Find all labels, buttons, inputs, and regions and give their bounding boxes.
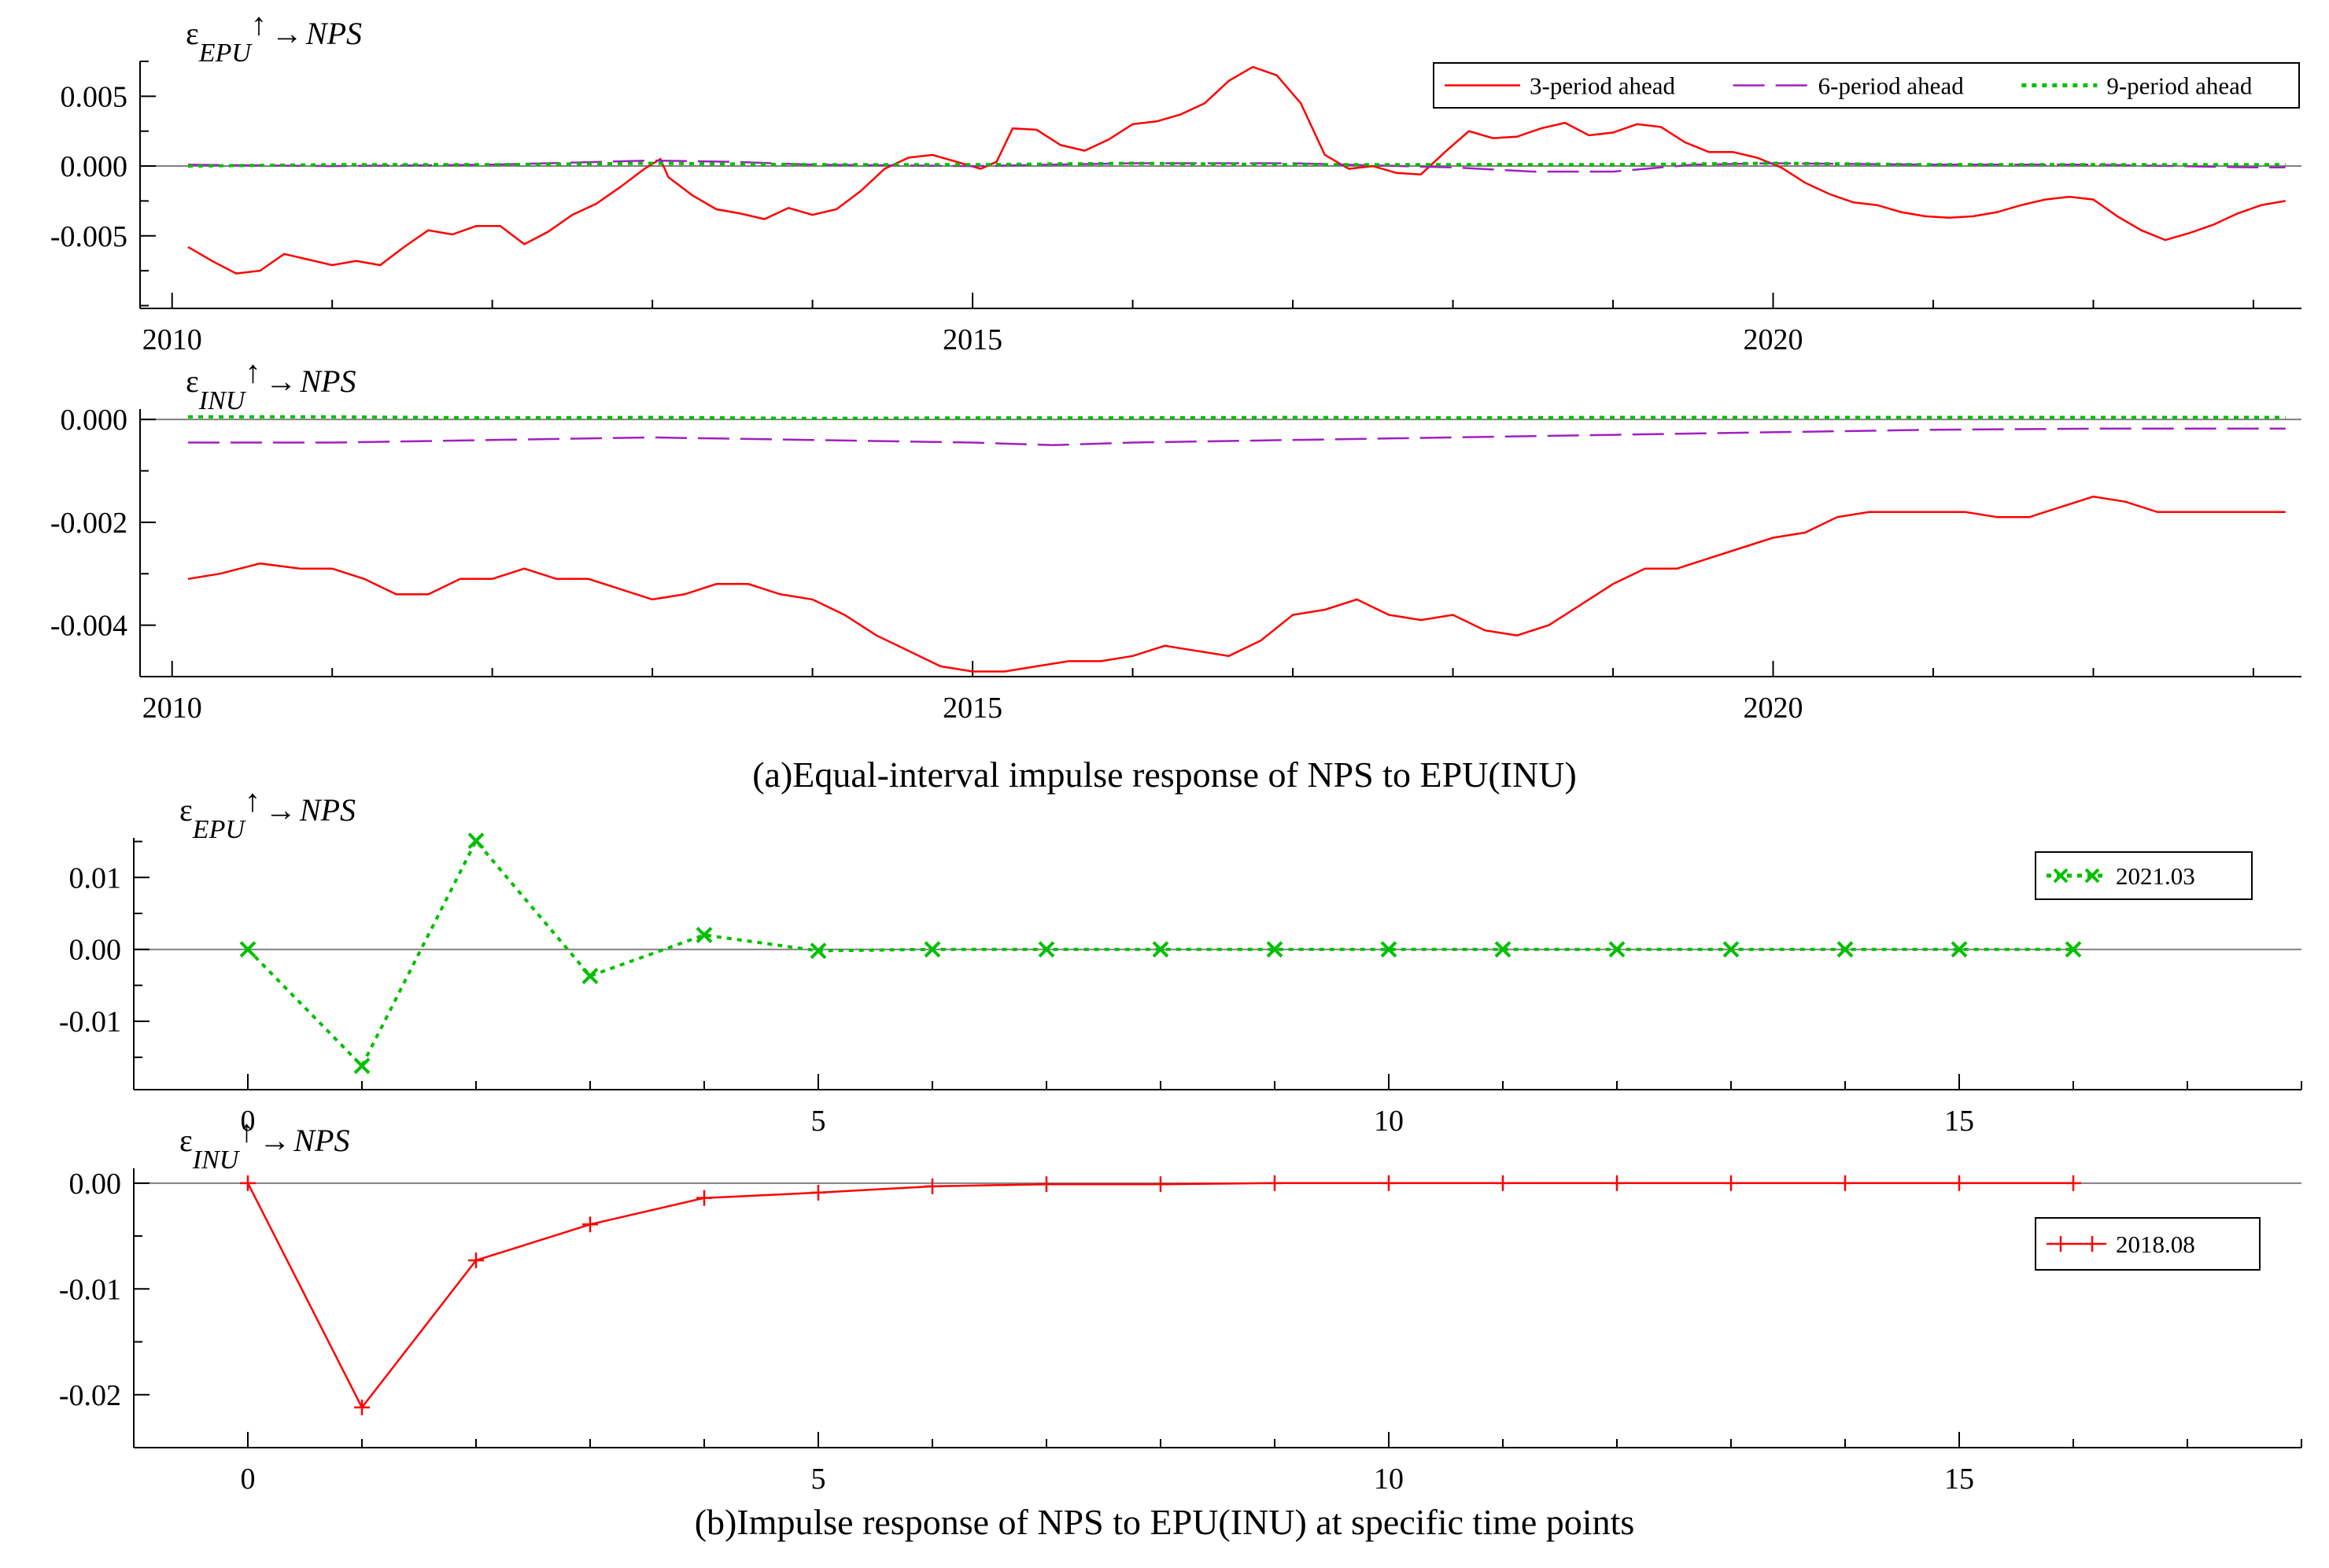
p2-marker bbox=[1836, 941, 1854, 958]
p2-marker bbox=[1038, 941, 1055, 958]
p2-marker bbox=[1608, 941, 1626, 958]
p0-x-tick-label: 2010 bbox=[142, 323, 202, 356]
p2-panel-title: εEPU↑ → NPS bbox=[179, 783, 356, 844]
p3-x-tick-label: 10 bbox=[1374, 1463, 1404, 1496]
panel-b-top-epu: 0 5 10 15 0.01 0.00 -0.01 εEPU↑ → NPS 2021.03 bbox=[59, 783, 2302, 1138]
p3-marker bbox=[2065, 1175, 2081, 1191]
p2-marker bbox=[581, 968, 599, 984]
p3-marker bbox=[1495, 1175, 1511, 1191]
p3-y-tick-label: 0.00 bbox=[69, 1168, 122, 1201]
p0-series-9-period-ahead bbox=[187, 161, 2286, 168]
p1-series-6-period-ahead bbox=[188, 427, 2286, 447]
p2-marker bbox=[1951, 941, 1968, 958]
p2-x-tick-label: 10 bbox=[1374, 1105, 1404, 1138]
p3-marker bbox=[925, 1178, 940, 1194]
p2-y-tick-label: -0.01 bbox=[59, 1005, 121, 1039]
p3-marker bbox=[696, 1190, 712, 1206]
p0-legend-label: 6-period ahead bbox=[1818, 72, 1965, 100]
p1-panel-title: εINU↑ → NPS bbox=[186, 354, 356, 415]
p0-series-3-period-ahead bbox=[187, 65, 2286, 275]
p1-y-tick-label: -0.004 bbox=[50, 610, 127, 643]
p0-legend: 3-period ahead 6-period ahead 9-period ahe… bbox=[1433, 62, 2300, 109]
p1-y-tick-label: -0.002 bbox=[50, 507, 127, 540]
p3-legend: 2018.08 bbox=[2035, 1217, 2261, 1271]
p2-marker bbox=[353, 1057, 371, 1075]
p2-y-tick-label: 0.01 bbox=[69, 861, 122, 895]
p3-marker bbox=[1837, 1175, 1853, 1191]
p0-panel-title: εEPU↑ → NPS bbox=[186, 6, 362, 68]
p0-x-tick-label: 2020 bbox=[1744, 323, 1803, 356]
p3-x-tick-label: 0 bbox=[241, 1463, 256, 1496]
p3-series-2018-08 bbox=[246, 1182, 2073, 1410]
p3-y-tick-label: -0.02 bbox=[59, 1379, 121, 1412]
p3-legend-label: 2018.08 bbox=[2116, 1230, 2195, 1258]
p3-panel-title: εINU↑ → NPS bbox=[179, 1113, 349, 1175]
p3-x-tick-label: 15 bbox=[1944, 1463, 1974, 1496]
p2-marker bbox=[924, 941, 941, 958]
p2-marker bbox=[239, 941, 257, 958]
p3-y-tick-label: -0.01 bbox=[59, 1273, 121, 1306]
p2-x-tick-label: 15 bbox=[1944, 1105, 1974, 1138]
p3-marker bbox=[1381, 1175, 1397, 1191]
panel-a-bottom-inu: 2010 2015 2020 0.000 -0.002 -0.004 εINU↑ → NPS bbox=[50, 354, 2301, 725]
p3-marker bbox=[1723, 1175, 1739, 1191]
p0-y-tick-label: 0.005 bbox=[61, 80, 128, 113]
p1-x-tick-label: 2010 bbox=[142, 692, 202, 725]
p0-y-tick-label: -0.005 bbox=[50, 220, 127, 253]
p0-legend-label: 3-period ahead bbox=[1530, 72, 1676, 100]
p2-x-tick-label: 5 bbox=[811, 1105, 826, 1138]
p2-marker bbox=[810, 943, 827, 959]
panel-a-top-epu: 2010 2015 2020 0.005 0.000 -0.005 εEPU↑ → NPS 3-p… bbox=[50, 6, 2301, 356]
p3-marker bbox=[810, 1184, 826, 1201]
p2-y-tick-label: 0.00 bbox=[69, 934, 122, 967]
p2-legend: 2021.03 bbox=[2035, 851, 2253, 900]
panel-b-bottom-inu: 0 5 10 15 0.00 -0.01 -0.02 εINU↑ → NPS 2018.08 bbox=[59, 1113, 2302, 1496]
p2-marker bbox=[1722, 941, 1740, 958]
p1-y-tick-label: 0.000 bbox=[61, 404, 128, 437]
p3-x-tick-label: 5 bbox=[811, 1463, 826, 1496]
p2-series-2021-03 bbox=[246, 838, 2073, 1069]
p3-marker bbox=[1153, 1176, 1168, 1193]
p1-series-9-period-ahead bbox=[188, 415, 2286, 420]
p3-marker bbox=[354, 1399, 370, 1415]
caption-b: (b)Impulse response of NPS to EPU(INU) a… bbox=[695, 1502, 1635, 1542]
p2-x-tick-label: 0 bbox=[241, 1105, 256, 1138]
p2-marker bbox=[1266, 941, 1283, 958]
p3-marker bbox=[1609, 1175, 1625, 1191]
caption-a: (a)Equal-interval impulse response of NP… bbox=[752, 754, 1577, 795]
p1-series-3-period-ahead bbox=[187, 495, 2286, 673]
p3-marker bbox=[1267, 1175, 1283, 1191]
p0-y-tick-label: 0.000 bbox=[61, 150, 128, 183]
p3-marker bbox=[468, 1252, 484, 1268]
p1-x-tick-label: 2015 bbox=[943, 692, 1002, 725]
p2-marker bbox=[696, 927, 713, 943]
p3-marker bbox=[240, 1175, 256, 1191]
p2-marker bbox=[1152, 941, 1169, 958]
p1-x-tick-label: 2020 bbox=[1744, 692, 1803, 725]
p3-marker bbox=[1039, 1176, 1054, 1193]
p0-legend-label: 9-period ahead bbox=[2106, 72, 2253, 100]
p3-marker bbox=[582, 1216, 598, 1233]
p2-legend-label: 2021.03 bbox=[2116, 862, 2195, 890]
p2-marker bbox=[2065, 941, 2082, 958]
p3-marker bbox=[1951, 1175, 1967, 1191]
p2-marker bbox=[1494, 941, 1511, 958]
p2-marker bbox=[467, 832, 485, 850]
p2-marker bbox=[1380, 941, 1397, 958]
p0-x-tick-label: 2015 bbox=[943, 323, 1002, 356]
